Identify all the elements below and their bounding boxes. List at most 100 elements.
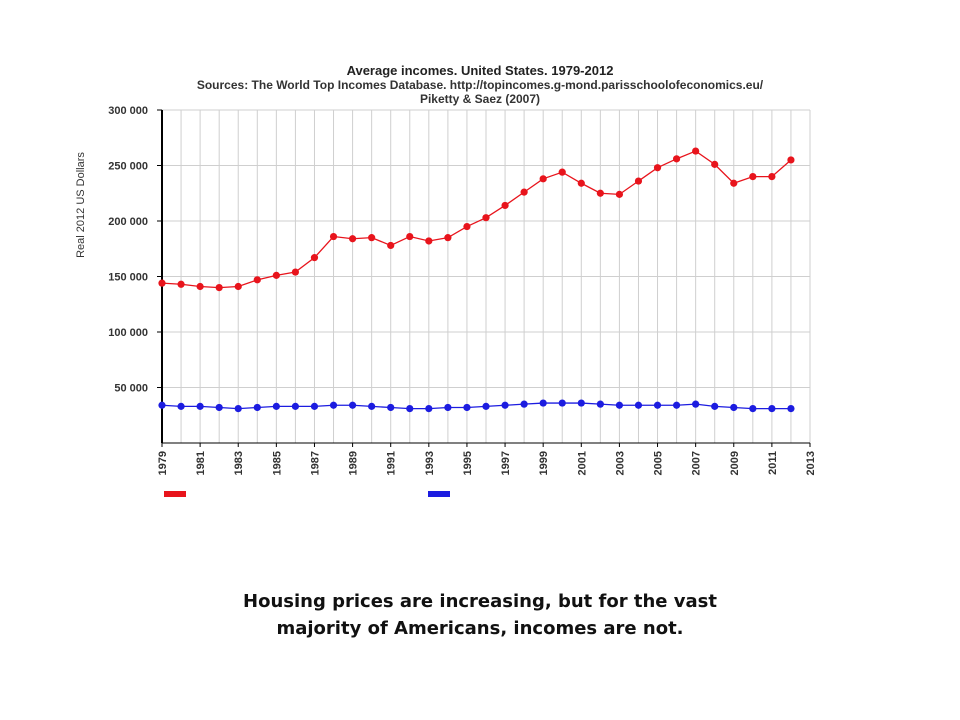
data-series (158, 147, 795, 413)
y-tick-label: 50 000 (114, 383, 148, 395)
caption-line-2: majority of Americans, incomes are not. (276, 618, 684, 639)
series-1-point (577, 179, 585, 187)
series-1-point (768, 173, 776, 181)
x-tick-label: 2001 (576, 451, 588, 475)
series-2-point (368, 402, 376, 410)
series-1-point (310, 254, 319, 262)
series-2-point (558, 399, 566, 407)
y-tick-label: 150 000 (108, 272, 148, 284)
x-tick-label: 1997 (500, 451, 512, 475)
series-2-point (444, 403, 452, 412)
series-1-point (692, 147, 700, 155)
series-1-point (368, 234, 376, 242)
series-1-point (653, 164, 662, 172)
series-2-point (596, 400, 604, 408)
series-1-point (539, 175, 547, 183)
chart-subtitle-line-2: Piketty & Saez (2007) (420, 92, 540, 106)
series-1-point (196, 282, 204, 291)
series-1-point (672, 155, 681, 163)
series-1-point (329, 232, 338, 241)
series-1-point (177, 280, 185, 288)
series-1-point (501, 201, 509, 210)
x-tick-label: 1985 (271, 451, 283, 475)
series-2-point (730, 403, 738, 412)
series-2-point (692, 400, 700, 408)
series-2-point (196, 402, 204, 410)
series-2-point (234, 404, 242, 413)
series-1-point (387, 241, 395, 250)
series-1-point (348, 235, 357, 243)
series-1-point (253, 276, 261, 284)
series-1-point (215, 284, 223, 292)
x-tick-label: 1983 (233, 451, 245, 475)
series-2-point (329, 401, 338, 409)
series-1-point (482, 214, 490, 222)
y-tick-label: 250 000 (108, 161, 148, 173)
series-2-point (634, 401, 643, 409)
caption-line-1: Housing prices are increasing, but for t… (243, 591, 717, 612)
series-1-point (711, 160, 719, 168)
series-2-point (387, 403, 395, 412)
y-tick-label: 300 000 (108, 105, 148, 117)
x-tick-label: 1999 (538, 451, 550, 475)
series-1-point (291, 268, 300, 276)
x-tick-label: 2003 (614, 451, 626, 475)
x-tick-label: 1991 (386, 451, 398, 475)
x-tick-label: 1979 (157, 451, 169, 475)
legend-swatch-2 (428, 491, 450, 497)
series-2-point (749, 404, 757, 413)
series-2-point (653, 401, 662, 409)
x-tick-label: 2013 (805, 451, 817, 475)
series-1-point (520, 188, 528, 196)
y-tick-labels: 50 000 100 000 150 000 200 000 250 000 300 00… (108, 105, 162, 395)
series-2-point (158, 401, 166, 409)
legend-swatch-1 (164, 491, 186, 497)
series-2-point (787, 404, 795, 413)
legend (164, 491, 450, 497)
series-2-point (711, 402, 719, 410)
series-2-point (501, 401, 509, 409)
x-tick-label: 2011 (767, 451, 779, 475)
slide-caption: Housing prices are increasing, but for t… (0, 588, 960, 642)
x-tick-labels: 1979 1981 1983 1985 1987 1989 1991 1993 1995 1997… (157, 443, 817, 475)
x-tick-label: 1995 (462, 451, 474, 475)
series-2-point (539, 399, 547, 407)
series-2-point (615, 401, 624, 409)
series-1-point (596, 189, 604, 197)
series-1-point (615, 190, 624, 198)
series-2-point (520, 400, 528, 408)
series-1-point (558, 168, 566, 176)
x-tick-label: 2005 (653, 451, 665, 475)
series-2-point (253, 403, 261, 412)
series-2-point (768, 404, 776, 413)
series-1-point (749, 173, 757, 181)
series-1-point (234, 282, 242, 291)
series-1-point (444, 234, 452, 242)
x-tick-label: 1993 (424, 451, 436, 475)
series-line-2 (161, 402, 791, 410)
x-tick-label: 2007 (691, 451, 703, 475)
x-tick-label: 2009 (729, 451, 741, 475)
series-2-point (310, 402, 319, 410)
y-tick-label: 100 000 (108, 327, 148, 339)
y-axis-title: Real 2012 US Dollars (75, 152, 87, 258)
series-1-point (463, 222, 471, 231)
series-2-point (177, 402, 185, 410)
series-2-point (272, 402, 280, 410)
x-tick-label: 1989 (348, 451, 360, 475)
y-tick-label: 200 000 (108, 216, 148, 228)
series-1-point (730, 179, 738, 187)
series-1-point (425, 237, 433, 245)
series-2-point (672, 401, 681, 409)
series-1-point (406, 232, 414, 241)
series-2-point (215, 403, 223, 412)
chart-title: Average incomes. United States. 1979-201… (347, 63, 614, 78)
series-1-point (787, 156, 795, 164)
series-2-point (348, 401, 357, 409)
series-line-1 (161, 150, 792, 289)
series-2-point (482, 402, 490, 410)
x-tick-label: 1987 (309, 451, 321, 475)
chart-subtitle-line-1: Sources: The World Top Incomes Database.… (197, 78, 764, 92)
series-1-point (634, 177, 643, 185)
